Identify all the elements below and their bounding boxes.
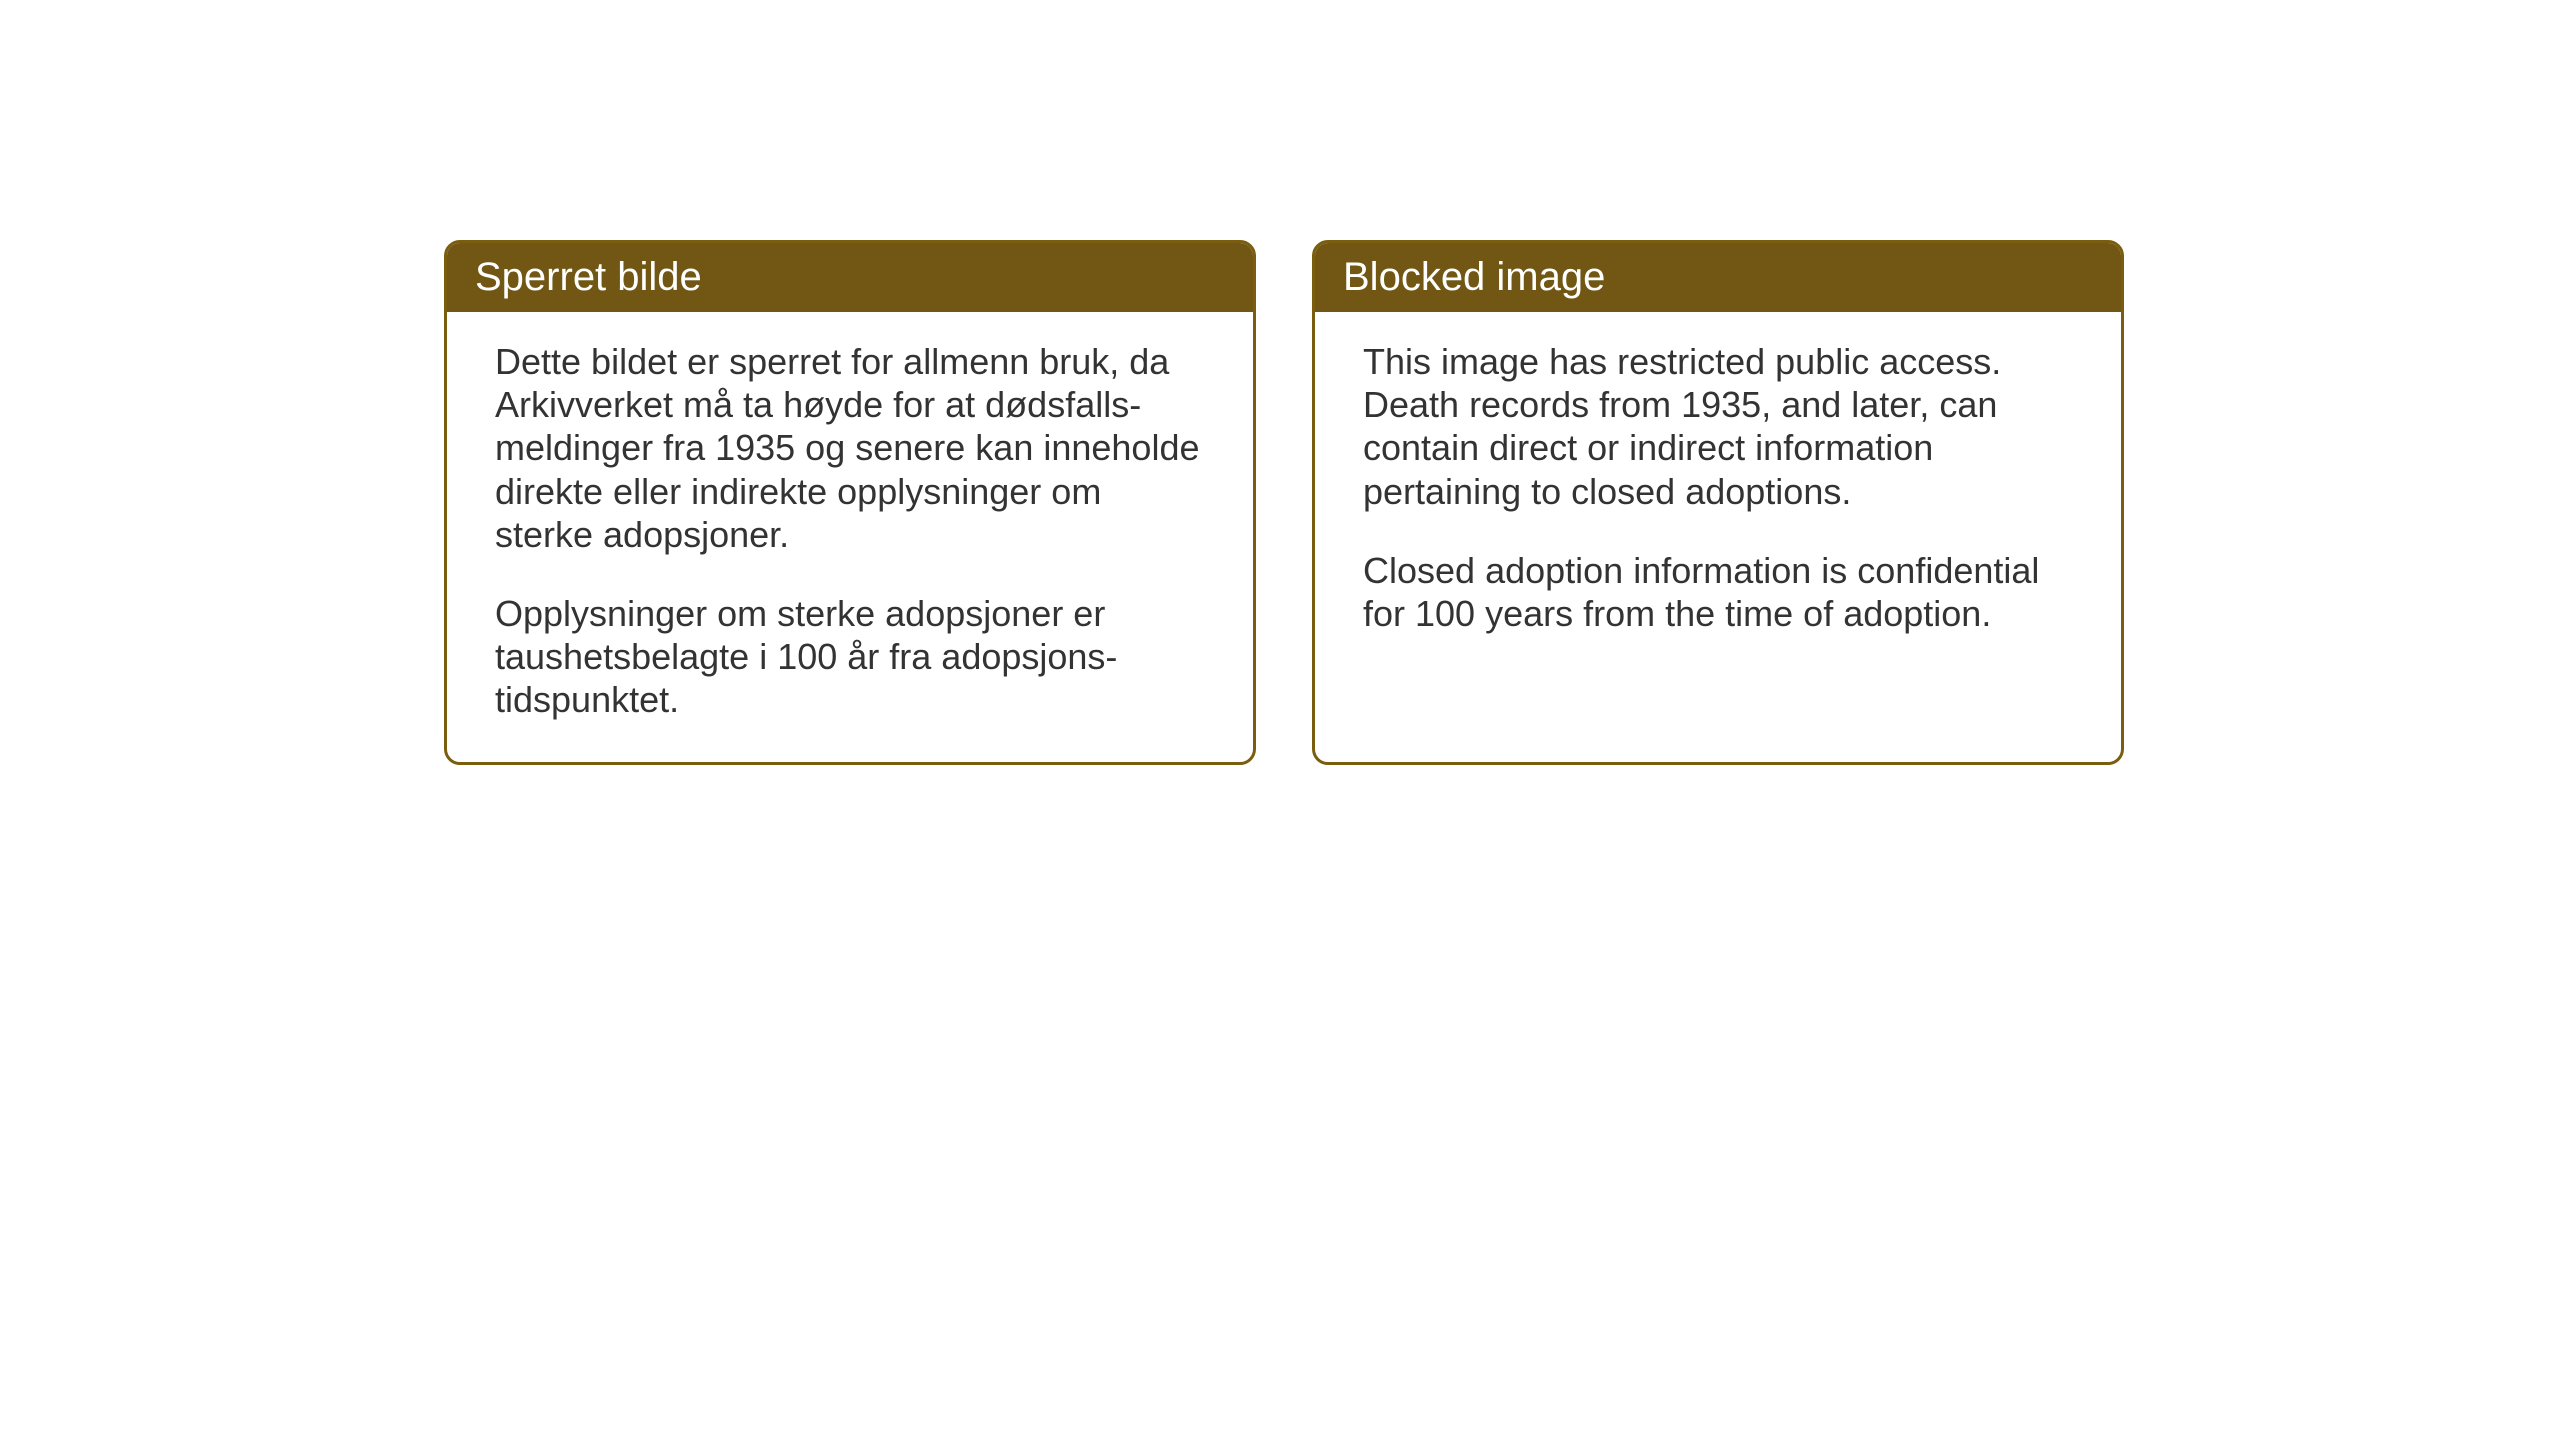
paragraph-english-2: Closed adoption information is confident… (1363, 549, 2073, 635)
paragraph-norwegian-2: Opplysninger om sterke adopsjoner er tau… (495, 592, 1205, 722)
card-header-norwegian: Sperret bilde (447, 243, 1253, 312)
notice-container: Sperret bilde Dette bildet er sperret fo… (444, 240, 2124, 765)
notice-card-norwegian: Sperret bilde Dette bildet er sperret fo… (444, 240, 1256, 765)
card-title-norwegian: Sperret bilde (475, 255, 702, 299)
paragraph-norwegian-1: Dette bildet er sperret for allmenn bruk… (495, 340, 1205, 556)
paragraph-english-1: This image has restricted public access.… (1363, 340, 2073, 513)
card-body-norwegian: Dette bildet er sperret for allmenn bruk… (447, 312, 1253, 762)
notice-card-english: Blocked image This image has restricted … (1312, 240, 2124, 765)
card-header-english: Blocked image (1315, 243, 2121, 312)
card-title-english: Blocked image (1343, 255, 1605, 299)
card-body-english: This image has restricted public access.… (1315, 312, 2121, 675)
